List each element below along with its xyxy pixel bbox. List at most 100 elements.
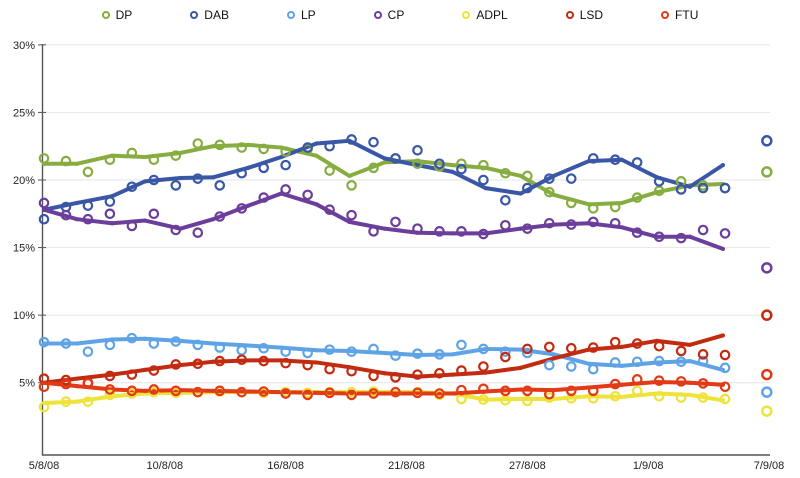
survey-point-DAB (587, 153, 599, 164)
survey-point-LSD (346, 365, 357, 377)
survey-point-LP (478, 343, 489, 355)
trend-node-LSD (142, 367, 148, 372)
survey-point-LP (587, 363, 599, 375)
survey-point-ADPL (38, 401, 50, 413)
y-axis-tick-label: 10% (13, 310, 35, 322)
survey-point-FTU (675, 376, 687, 387)
survey-point-LP (456, 339, 467, 351)
survey-point-LSD (60, 374, 72, 386)
survey-point-DAB (434, 158, 445, 170)
legend-item-CP: CP (373, 8, 404, 22)
trend-node-CP (314, 202, 319, 207)
survey-point-CP (631, 227, 643, 239)
trend-node-CP (41, 207, 47, 212)
trend-node-LP (211, 341, 216, 346)
survey-point-DAB (653, 176, 665, 187)
trend-node-DP (619, 200, 624, 206)
survey-point-CP (192, 227, 204, 239)
x-axis-tick-label: 7/9/08 (754, 460, 785, 472)
result-point-LP (761, 386, 773, 398)
survey-point-DAB (104, 196, 116, 207)
survey-point-LSD (719, 349, 731, 361)
survey-point-CP (609, 217, 621, 229)
survey-point-CP (719, 228, 731, 239)
survey-point-FTU (653, 375, 665, 386)
legend-item-LP: LP (286, 8, 316, 22)
trend-node-LP (142, 336, 148, 341)
survey-point-CP (280, 184, 291, 195)
x-axis-tick-label: 16/8/08 (267, 460, 304, 472)
survey-point-ADPL (609, 390, 621, 402)
survey-point-FTU (346, 389, 357, 401)
result-point-FTU (761, 368, 773, 381)
trend-node-CP (720, 246, 725, 252)
survey-point-LP (104, 339, 116, 351)
y-axis-tick-label: 5% (19, 378, 35, 390)
survey-point-DP (412, 158, 423, 170)
survey-point-LP (412, 348, 423, 359)
survey-point-LSD (587, 342, 599, 353)
survey-point-DP (544, 186, 555, 198)
trend-node-DAB (382, 156, 387, 161)
trend-node-FTU (74, 384, 80, 389)
trend-node-DAB (178, 175, 183, 181)
survey-point-LP (368, 343, 379, 355)
survey-point-CP (412, 223, 423, 234)
trend-node-DAB (142, 179, 148, 184)
survey-point-DP (280, 146, 291, 157)
survey-point-DP (587, 203, 599, 214)
survey-point-CP (368, 226, 379, 237)
survey-point-DP (346, 180, 357, 191)
trend-node-DP (347, 173, 352, 179)
trend-node-DAB (279, 154, 284, 160)
survey-point-FTU (236, 386, 248, 398)
legend-marker-icon-DP (101, 11, 110, 19)
survey-point-LP (434, 349, 445, 360)
result-point-LSD (761, 309, 773, 321)
survey-point-LP (631, 356, 643, 368)
survey-point-CP (697, 224, 709, 236)
y-axis-tick-label: 20% (13, 175, 35, 187)
survey-point-CP (456, 226, 467, 237)
trend-node-CP (450, 231, 455, 236)
survey-point-FTU (697, 378, 709, 389)
survey-point-LP (38, 336, 50, 348)
survey-point-DAB (631, 157, 643, 168)
survey-point-LSD (126, 369, 138, 380)
survey-point-DAB (148, 174, 160, 186)
trend-line-DAB (42, 138, 725, 212)
survey-point-LP (236, 344, 248, 356)
trend-node-CP (246, 203, 251, 208)
trend-node-FTU (211, 388, 216, 393)
survey-point-LP (500, 346, 511, 357)
trend-node-LP (450, 352, 455, 357)
survey-point-ADPL (631, 385, 643, 397)
survey-point-DAB (478, 174, 489, 186)
survey-point-DAB (280, 159, 291, 171)
trend-node-DP (450, 163, 455, 168)
survey-point-FTU (368, 388, 379, 399)
trend-node-LP (415, 352, 420, 358)
survey-point-DP (500, 167, 511, 179)
trend-node-FTU (518, 387, 523, 392)
survey-point-DP (565, 197, 577, 209)
trend-node-FTU (687, 380, 693, 385)
survey-point-LP (675, 356, 687, 368)
survey-point-FTU (258, 386, 269, 397)
legend-marker-icon-DAB (190, 11, 199, 19)
survey-point-LP (697, 355, 709, 367)
survey-point-LSD (697, 349, 709, 360)
trend-node-DAB (415, 163, 420, 168)
trend-node-LP (551, 352, 556, 357)
trend-node-LP (586, 361, 591, 366)
trend-node-LSD (246, 358, 251, 363)
trend-node-FTU (314, 390, 319, 395)
survey-point-DP (148, 154, 160, 166)
trend-node-DAB (211, 175, 216, 180)
survey-point-LSD (653, 340, 665, 352)
survey-point-DAB (324, 140, 335, 152)
survey-point-LSD (368, 370, 379, 382)
survey-point-FTU (522, 385, 533, 397)
legend-item-ADPL: ADPL (462, 8, 508, 22)
survey-point-FTU (478, 383, 489, 395)
